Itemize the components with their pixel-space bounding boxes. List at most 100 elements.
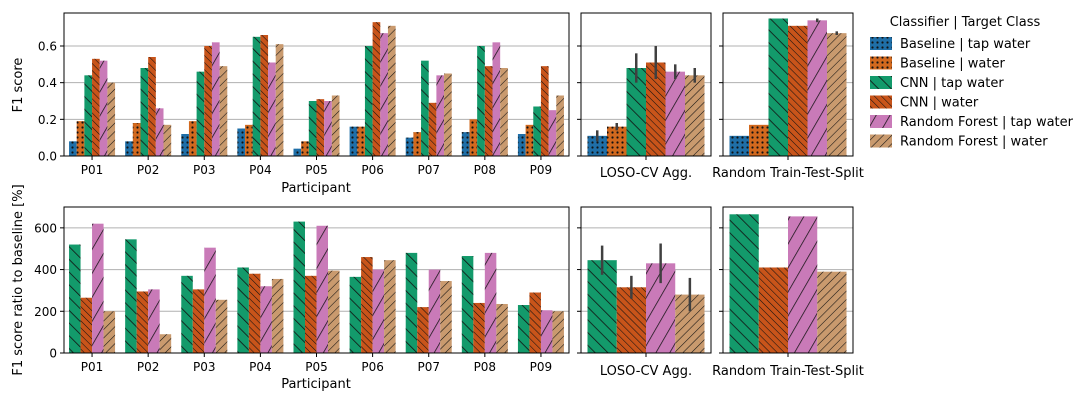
legend-label: CNN | tap water <box>900 76 1004 91</box>
ylabel-f1: F1 score <box>11 58 26 113</box>
bar <box>517 134 526 156</box>
bar <box>107 82 116 156</box>
xtick-label: P08 <box>474 163 497 177</box>
bar <box>271 278 284 353</box>
bar <box>492 42 501 157</box>
xtick-label: P06 <box>361 163 384 177</box>
bar <box>477 46 485 156</box>
bar <box>729 135 749 156</box>
bar <box>103 311 116 353</box>
xtick-label: P02 <box>137 163 160 177</box>
bar <box>181 134 189 156</box>
xtick-label: P02 <box>137 360 160 374</box>
xlabel-f1-random: Random Train-Test-Split <box>712 166 864 181</box>
ytick-label: 0.2 <box>38 113 57 127</box>
bar <box>517 305 530 353</box>
bar <box>444 73 452 156</box>
bar <box>768 18 788 156</box>
bar <box>788 216 818 353</box>
xlabel-ratio-random: Random Train-Test-Split <box>712 364 864 379</box>
bar <box>405 137 414 156</box>
bar <box>125 239 137 353</box>
bar <box>646 62 666 156</box>
bar <box>440 281 452 353</box>
ytick-label: 400 <box>34 263 57 277</box>
bar <box>380 33 388 156</box>
bar <box>219 66 228 156</box>
bar <box>372 22 381 156</box>
bar <box>80 297 93 353</box>
bar <box>275 44 284 156</box>
bar <box>665 71 685 156</box>
bar <box>92 58 100 157</box>
bar <box>436 75 445 156</box>
bar <box>387 25 396 157</box>
xtick-label: P08 <box>474 360 497 374</box>
bar <box>428 269 441 353</box>
bar <box>328 270 340 353</box>
bar <box>461 132 470 156</box>
xtick-label: P09 <box>530 360 553 374</box>
bar <box>204 46 212 156</box>
legend-swatch <box>870 37 892 50</box>
ytick-label: 0 <box>49 347 57 361</box>
xtick-label: P01 <box>81 360 104 374</box>
xlabel-ratio-loso: LOSO-CV Agg. <box>600 364 692 379</box>
bar <box>293 221 305 353</box>
bar <box>331 95 340 156</box>
bar <box>469 119 478 156</box>
bar <box>357 126 365 156</box>
bar <box>827 33 847 156</box>
legend-swatch <box>870 56 892 70</box>
ytick-label: 0.4 <box>38 76 57 90</box>
bar <box>749 124 769 156</box>
panel-f1-random: Random Train-Test-Split <box>712 12 864 181</box>
bar <box>372 269 385 353</box>
bar <box>304 275 317 353</box>
bar <box>181 275 193 353</box>
bar <box>324 101 332 156</box>
bar <box>817 271 847 353</box>
xtick-label: P09 <box>530 163 553 177</box>
bar <box>548 110 557 156</box>
legend-label: Baseline | tap water <box>900 37 1031 52</box>
xtick-label: P03 <box>193 360 216 374</box>
bar <box>533 106 541 156</box>
bar <box>461 256 474 353</box>
bar <box>155 108 164 156</box>
bar <box>84 75 93 156</box>
panel-ratio-participant: 0 200 400 600 P01 P02 P03 P04 P05 P06 P07 P08 P09 F1… <box>11 184 570 392</box>
bar <box>529 292 541 353</box>
bar <box>729 214 759 353</box>
legend-title: Classifier | Target Class <box>890 15 1041 30</box>
bar <box>626 68 646 156</box>
bar <box>364 46 373 156</box>
bar <box>484 66 493 156</box>
bar <box>204 247 216 353</box>
legend-swatch <box>870 134 892 148</box>
bar <box>125 141 133 156</box>
legend-item: CNN | tap water <box>870 76 1004 91</box>
bar <box>473 302 485 353</box>
bar <box>587 135 607 156</box>
ylabel-ratio: F1 score ratio to baseline [%] <box>11 184 26 375</box>
bar <box>540 310 553 353</box>
ytick-label: 0.0 <box>38 150 57 164</box>
legend-label: Random Forest | water <box>900 135 1048 150</box>
legend-item: Random Forest | tap water <box>870 115 1074 130</box>
bar <box>316 225 329 353</box>
panel-f1-loso: LOSO-CV Agg. <box>577 12 712 181</box>
bar <box>788 25 808 157</box>
bar <box>807 20 827 157</box>
ytick-label: 0.6 <box>38 40 57 54</box>
xtick-label: P07 <box>417 360 440 374</box>
bar <box>556 95 564 156</box>
legend-label: CNN | water <box>900 96 979 111</box>
legend-item: CNN | water <box>870 95 979 111</box>
bar <box>140 68 149 156</box>
xlabel-ratio-participant: Participant <box>281 377 351 392</box>
bar <box>349 276 362 353</box>
xlabel-f1-participant: Participant <box>281 181 351 196</box>
bar <box>252 36 261 157</box>
bar <box>587 260 617 353</box>
